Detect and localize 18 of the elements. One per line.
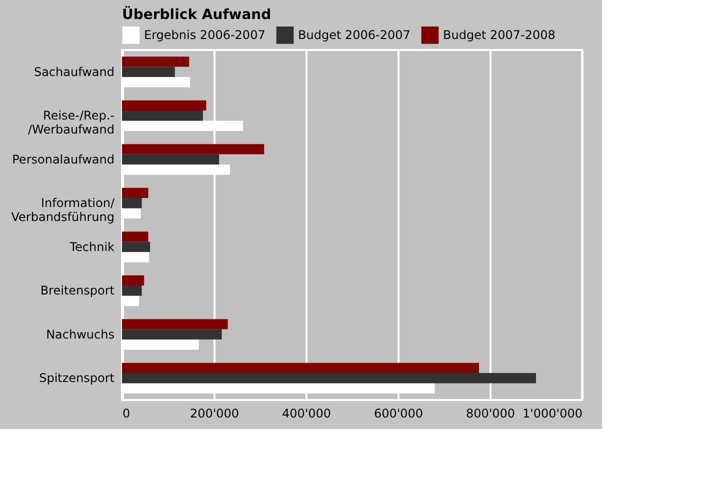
x-tick-label: 1'000'000 bbox=[522, 406, 582, 420]
y-tick-label: Breitensport bbox=[40, 284, 115, 298]
legend-label: Ergebnis 2006-2007 bbox=[144, 28, 266, 42]
y-tick-label: Sachaufwand bbox=[34, 64, 114, 79]
y-tick-label: Technik bbox=[68, 240, 115, 254]
x-tick-label: 600'000 bbox=[374, 406, 424, 420]
x-tick-label: 200'000 bbox=[190, 406, 240, 420]
y-tick-label: Spitzensport bbox=[39, 371, 115, 386]
legend-label: Budget 2006-2007 bbox=[298, 28, 410, 42]
y-tick-label: Reise-/Rep.- /Werbaufwand bbox=[28, 108, 114, 137]
x-tick-label: 400'000 bbox=[282, 406, 332, 420]
x-tick-label: 800'000 bbox=[466, 406, 516, 420]
chart-title: Überblick Aufwand bbox=[122, 6, 272, 23]
x-tick-label: 0 bbox=[122, 406, 130, 420]
legend-label: Budget 2007-2008 bbox=[443, 28, 556, 42]
y-tick-label: Personalaufwand bbox=[12, 152, 114, 166]
y-tick-label: Nachwuchs bbox=[46, 327, 114, 342]
y-tick-label: Information/ Verbandsführung bbox=[11, 196, 116, 224]
